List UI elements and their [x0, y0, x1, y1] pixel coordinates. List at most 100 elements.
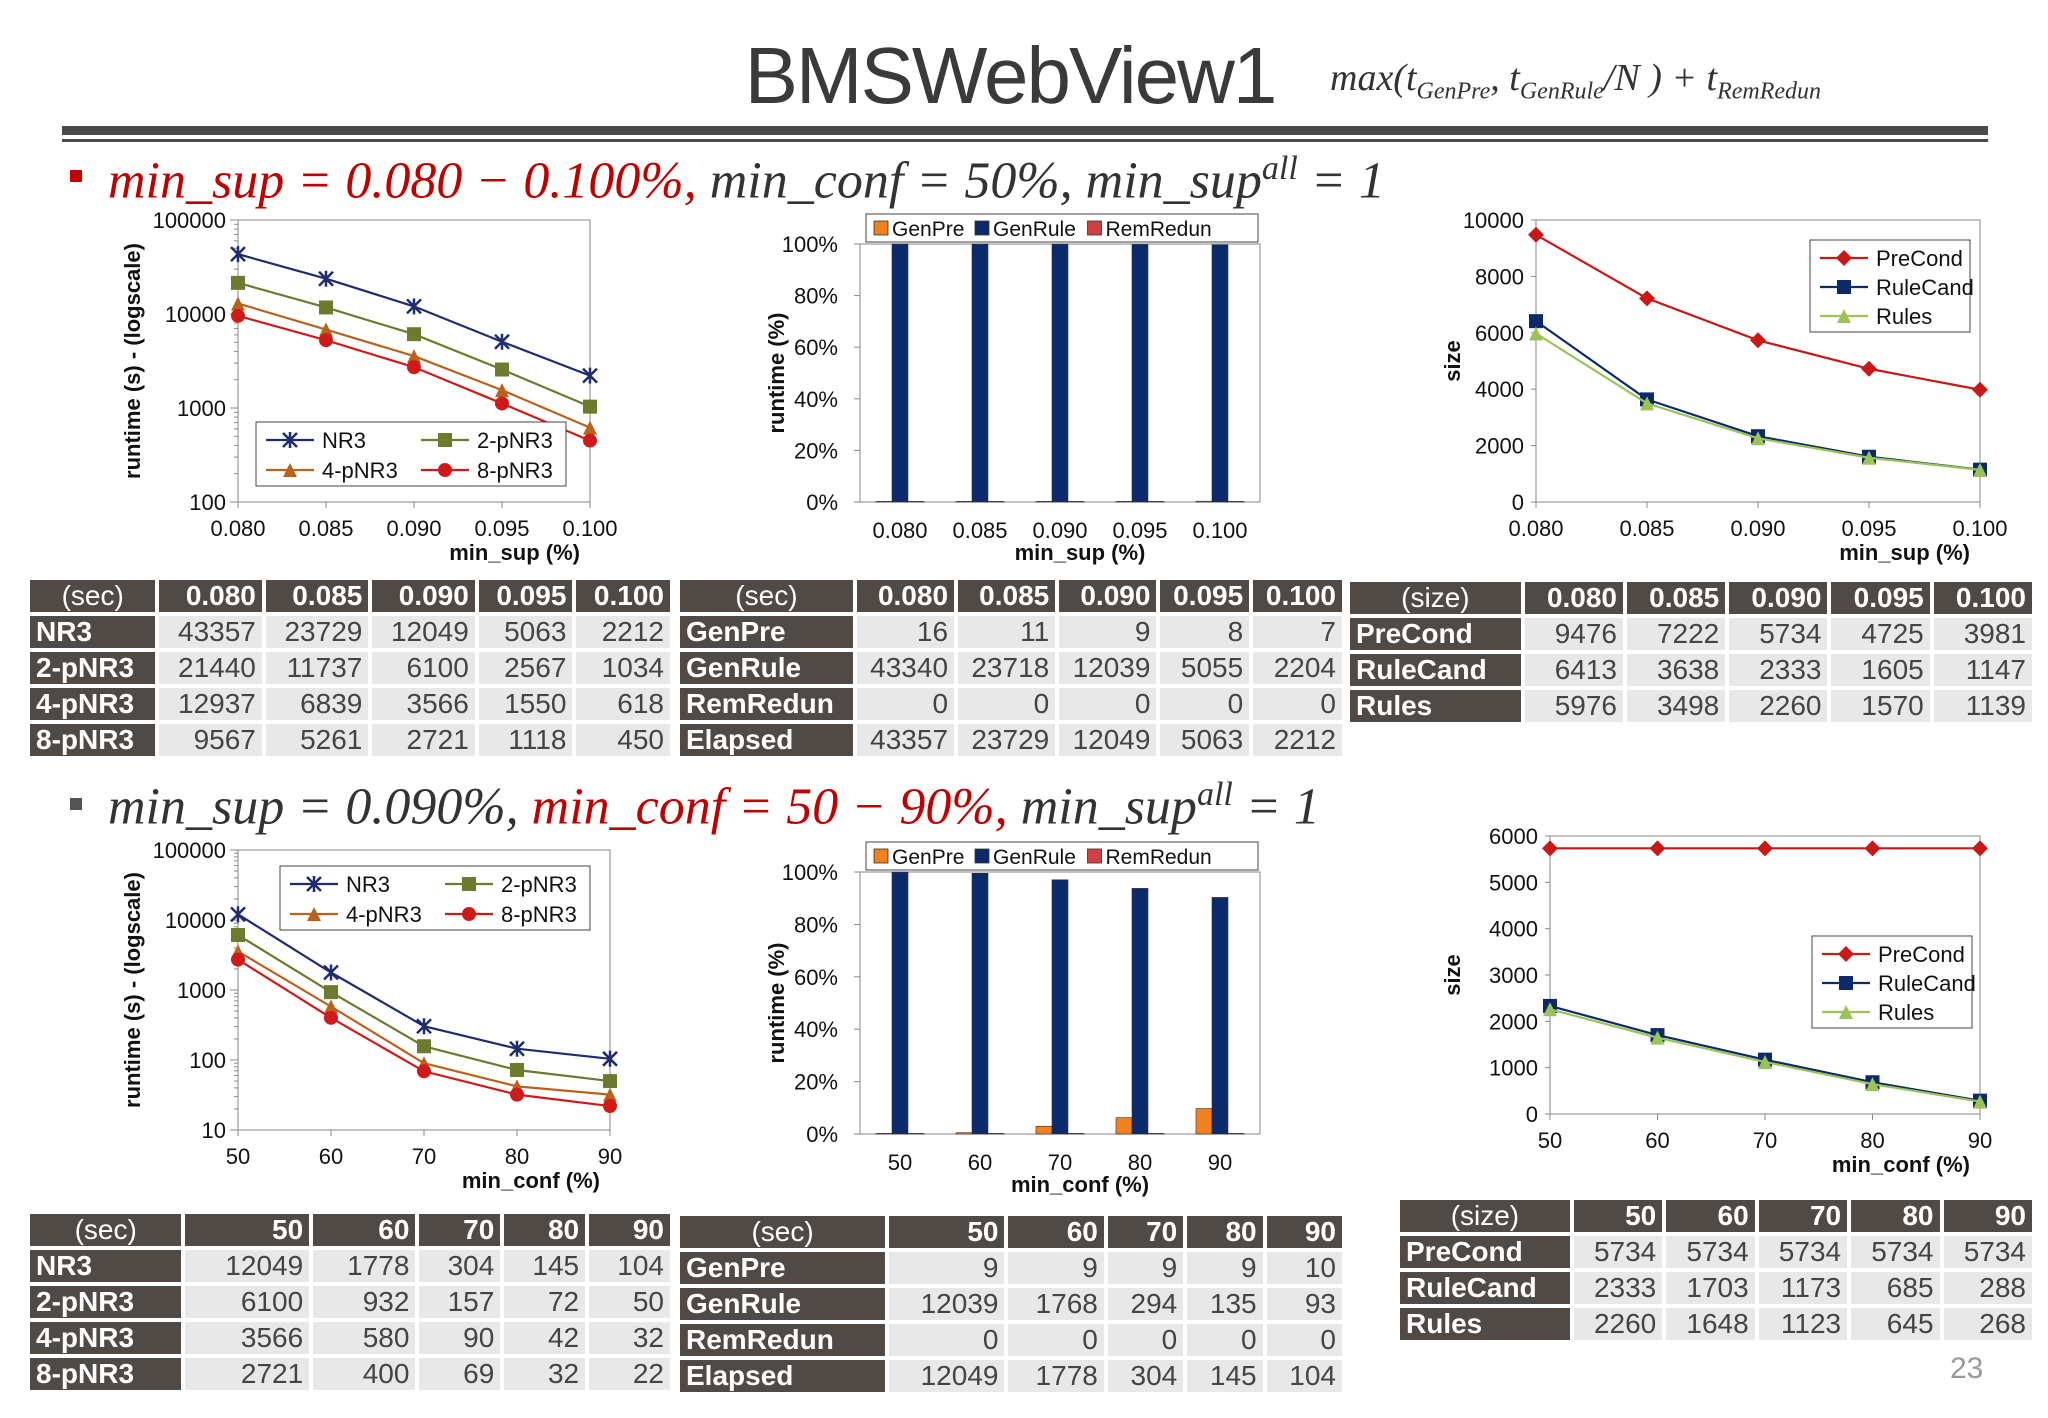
table-row: GenRule 43340 23718 12039 5055 2204: [680, 652, 1342, 684]
data-point: [583, 420, 597, 435]
legend-box: [865, 841, 1259, 871]
x-axis-label: min_conf (%): [1832, 1152, 1970, 1177]
chart-svg: 0% 20% 40% 60% 80% 100% runtime (%) 50 60 70 80 90 m…: [764, 841, 1261, 1197]
breakdown-minconf-chart: 0% 20% 40% 60% 80% 100% runtime (%) 50 60 70 80 90 m…: [760, 840, 1340, 1220]
table-cell: 450: [576, 724, 670, 756]
table-cell: 1605: [1831, 654, 1930, 686]
bar-remredun: [1067, 501, 1085, 503]
bar-genpre: [1115, 501, 1133, 503]
legend-label: GenRule: [993, 846, 1076, 869]
table-row: Rules 5976 3498 2260 1570 1139: [1350, 690, 2032, 722]
column-header: 50: [185, 1214, 310, 1246]
data-point: [1750, 332, 1766, 349]
bar-remredun: [907, 1133, 925, 1135]
table-row: 2-pNR3 6100 932 157 72 50: [30, 1286, 670, 1318]
bar-remredun: [987, 1133, 1005, 1135]
table-cell: 5976: [1524, 690, 1624, 722]
row-header: RuleCand: [1400, 1272, 1570, 1304]
table-cell: 135: [1187, 1288, 1263, 1320]
x-tick-label: 90: [598, 1144, 622, 1169]
row-header: 4-pNR3: [30, 1322, 182, 1354]
table-cell: 145: [1187, 1360, 1263, 1392]
data-point: [603, 1087, 617, 1102]
table-cell: 5734: [1943, 1236, 2032, 1268]
table-cell: 43357: [856, 724, 955, 756]
table-row: RuleCand 6413 3638 2333 1605 1147: [1350, 654, 2032, 686]
data-point: [1861, 360, 1877, 377]
x-tick-label: 60: [1645, 1128, 1669, 1153]
y-tick-label: 100%: [782, 860, 838, 885]
x-tick-label: 50: [1538, 1128, 1562, 1153]
section2-cond-sup: all: [1196, 776, 1233, 813]
legend-label: GenPre: [892, 218, 964, 241]
table-cell: 8: [1160, 616, 1250, 648]
y-tick-label: 6000: [1475, 321, 1524, 346]
legend-marker: [1837, 309, 1851, 323]
legend-box: [279, 865, 591, 931]
page-number: 23: [1950, 1352, 1984, 1385]
data-point: [603, 1074, 617, 1089]
table-cell: 0: [889, 1324, 1005, 1356]
data-point: [1650, 1030, 1665, 1045]
data-point: [230, 906, 246, 923]
x-tick-label: 80: [505, 1144, 529, 1169]
runtime-minsup-chart: 100 1000 10000 100000 0.080 0.085 0.090 0.095 0.…: [120, 212, 640, 572]
section2-cond-tail: = 1: [1232, 778, 1320, 836]
row-header: 8-pNR3: [30, 724, 156, 756]
x-tick-label: 0.095: [474, 516, 529, 541]
x-axis-label: min_conf (%): [1011, 1172, 1149, 1197]
legend-box: [255, 421, 567, 487]
x-axis-label: min_conf (%): [462, 1168, 600, 1193]
table-cell: 1147: [1933, 654, 2032, 686]
data-point: [1865, 1077, 1880, 1092]
data-point: [1649, 840, 1666, 857]
legend-label: 8-pNR3: [501, 902, 577, 927]
data-point: [324, 1010, 338, 1025]
table-corner: (sec): [30, 1214, 182, 1246]
table-cell: 21440: [159, 652, 262, 684]
column-header: 80: [1187, 1216, 1263, 1248]
table-row: 8-pNR3 2721 400 69 32 22: [30, 1358, 670, 1390]
data-point: [231, 308, 245, 323]
y-tick-label: 100%: [782, 232, 838, 257]
column-header: 0.080: [1524, 582, 1624, 614]
data-point: [494, 333, 510, 350]
table-cell: 5734: [1666, 1236, 1755, 1268]
legend-marker: [306, 876, 322, 892]
y-tick-label: 5000: [1489, 870, 1538, 895]
legend-swatch: [974, 220, 990, 236]
data-point: [495, 383, 509, 398]
table-header-row: (sec) 50 60 70 80 90: [30, 1214, 670, 1246]
column-header: 60: [313, 1214, 416, 1246]
x-tick-label: 70: [412, 1144, 436, 1169]
table-cell: 2212: [1253, 724, 1342, 756]
row-header: Rules: [1400, 1308, 1570, 1340]
table-cell: 12049: [889, 1360, 1005, 1392]
x-tick-label: 90: [1968, 1128, 1992, 1153]
y-tick-label: 4000: [1489, 917, 1538, 942]
legend-marker: [1838, 946, 1854, 962]
table-row: GenPre 9 9 9 9 10: [680, 1252, 1342, 1284]
column-header: 0.095: [1160, 580, 1250, 612]
legend-label: 4-pNR3: [346, 902, 422, 927]
row-header: 2-pNR3: [30, 1286, 182, 1318]
data-point: [583, 433, 597, 448]
data-point: [231, 952, 245, 967]
column-header: 0.095: [1831, 582, 1930, 614]
legend-label: Rules: [1876, 304, 1932, 329]
chart-svg: 0 1000 2000 3000 4000 5000 6000 50 60 70 80 90min_c…: [1440, 828, 1992, 1177]
table-cell: 1648: [1666, 1308, 1755, 1340]
data-point: [1751, 431, 1765, 446]
legend-box: [865, 213, 1259, 243]
table-cell: 304: [419, 1250, 501, 1282]
column-header: 80: [504, 1214, 586, 1246]
row-header: Elapsed: [680, 1360, 886, 1392]
x-tick-label: 80: [1860, 1128, 1884, 1153]
x-tick-label: 0.090: [1032, 518, 1087, 543]
table-cell: 9: [1187, 1252, 1263, 1284]
data-point: [509, 1040, 525, 1057]
x-tick-label: 0.095: [1841, 516, 1896, 541]
bar-remredun: [1147, 1133, 1165, 1135]
column-header: 70: [419, 1214, 501, 1246]
table-cell: 9476: [1524, 618, 1624, 650]
